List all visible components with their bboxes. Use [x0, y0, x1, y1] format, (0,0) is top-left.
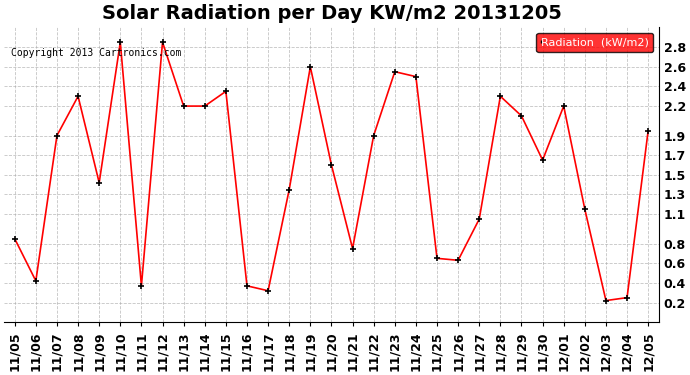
Legend: Radiation  (kW/m2): Radiation (kW/m2) [536, 33, 653, 52]
Text: Copyright 2013 Cartronics.com: Copyright 2013 Cartronics.com [11, 48, 181, 58]
Title: Solar Radiation per Day KW/m2 20131205: Solar Radiation per Day KW/m2 20131205 [101, 4, 562, 23]
